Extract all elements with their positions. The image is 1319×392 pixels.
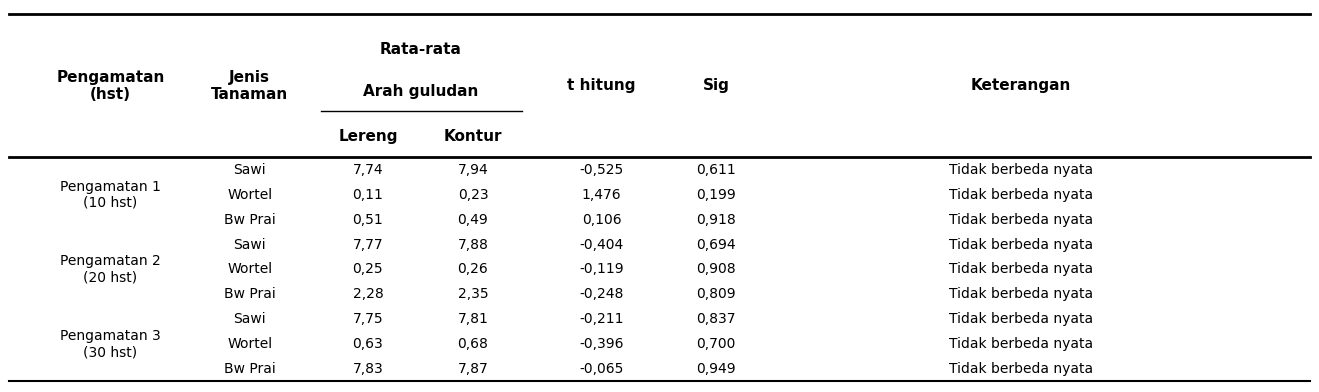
Text: 7,83: 7,83: [352, 362, 384, 376]
Text: 0,837: 0,837: [696, 312, 736, 326]
Text: Tidak berbeda nyata: Tidak berbeda nyata: [948, 287, 1092, 301]
Text: Sawi: Sawi: [233, 312, 266, 326]
Text: Arah guludan: Arah guludan: [363, 84, 479, 99]
Text: 0,51: 0,51: [352, 212, 384, 227]
Text: Keterangan: Keterangan: [971, 78, 1071, 93]
Text: t hitung: t hitung: [567, 78, 636, 93]
Text: Tidak berbeda nyata: Tidak berbeda nyata: [948, 212, 1092, 227]
Text: Tidak berbeda nyata: Tidak berbeda nyata: [948, 262, 1092, 276]
Text: 7,87: 7,87: [458, 362, 488, 376]
Text: 0,611: 0,611: [696, 163, 736, 177]
Text: Tidak berbeda nyata: Tidak berbeda nyata: [948, 188, 1092, 202]
Text: Wortel: Wortel: [227, 262, 272, 276]
Text: 2,28: 2,28: [352, 287, 384, 301]
Text: 0,23: 0,23: [458, 188, 488, 202]
Text: Bw Prai: Bw Prai: [224, 287, 276, 301]
Text: 0,25: 0,25: [352, 262, 384, 276]
Text: Wortel: Wortel: [227, 188, 272, 202]
Text: Wortel: Wortel: [227, 337, 272, 351]
Text: 7,94: 7,94: [458, 163, 488, 177]
Text: 7,81: 7,81: [458, 312, 488, 326]
Text: Pengamatan 1
(10 hst): Pengamatan 1 (10 hst): [61, 180, 161, 210]
Text: 0,908: 0,908: [696, 262, 736, 276]
Text: Bw Prai: Bw Prai: [224, 362, 276, 376]
Text: 0,809: 0,809: [696, 287, 736, 301]
Text: -0,396: -0,396: [579, 337, 624, 351]
Text: Pengamatan
(hst): Pengamatan (hst): [57, 70, 165, 102]
Text: 0,11: 0,11: [352, 188, 384, 202]
Text: Sawi: Sawi: [233, 163, 266, 177]
Text: -0,065: -0,065: [579, 362, 624, 376]
Text: Pengamatan 2
(20 hst): Pengamatan 2 (20 hst): [61, 254, 161, 285]
Text: 0,918: 0,918: [696, 212, 736, 227]
Text: 1,476: 1,476: [582, 188, 621, 202]
Text: 0,949: 0,949: [696, 362, 736, 376]
Text: 0,199: 0,199: [696, 188, 736, 202]
Text: 0,694: 0,694: [696, 238, 736, 252]
Text: Tidak berbeda nyata: Tidak berbeda nyata: [948, 362, 1092, 376]
Text: Sig: Sig: [703, 78, 729, 93]
Text: 7,88: 7,88: [458, 238, 488, 252]
Text: Sawi: Sawi: [233, 238, 266, 252]
Text: Tidak berbeda nyata: Tidak berbeda nyata: [948, 312, 1092, 326]
Text: Kontur: Kontur: [443, 129, 503, 143]
Text: 7,74: 7,74: [352, 163, 384, 177]
Text: Lereng: Lereng: [338, 129, 397, 143]
Text: -0,119: -0,119: [579, 262, 624, 276]
Text: -0,404: -0,404: [579, 238, 624, 252]
Text: 0,26: 0,26: [458, 262, 488, 276]
Text: 0,49: 0,49: [458, 212, 488, 227]
Text: 7,75: 7,75: [352, 312, 384, 326]
Text: Pengamatan 3
(30 hst): Pengamatan 3 (30 hst): [61, 329, 161, 359]
Text: Bw Prai: Bw Prai: [224, 212, 276, 227]
Text: 7,77: 7,77: [352, 238, 384, 252]
Text: -0,248: -0,248: [579, 287, 624, 301]
Text: 0,63: 0,63: [352, 337, 384, 351]
Text: Tidak berbeda nyata: Tidak berbeda nyata: [948, 337, 1092, 351]
Text: Jenis
Tanaman: Jenis Tanaman: [211, 70, 289, 102]
Text: 0,106: 0,106: [582, 212, 621, 227]
Text: Tidak berbeda nyata: Tidak berbeda nyata: [948, 238, 1092, 252]
Text: Rata-rata: Rata-rata: [380, 42, 462, 57]
Text: -0,525: -0,525: [579, 163, 624, 177]
Text: 2,35: 2,35: [458, 287, 488, 301]
Text: 0,700: 0,700: [696, 337, 736, 351]
Text: Tidak berbeda nyata: Tidak berbeda nyata: [948, 163, 1092, 177]
Text: 0,68: 0,68: [458, 337, 488, 351]
Text: -0,211: -0,211: [579, 312, 624, 326]
